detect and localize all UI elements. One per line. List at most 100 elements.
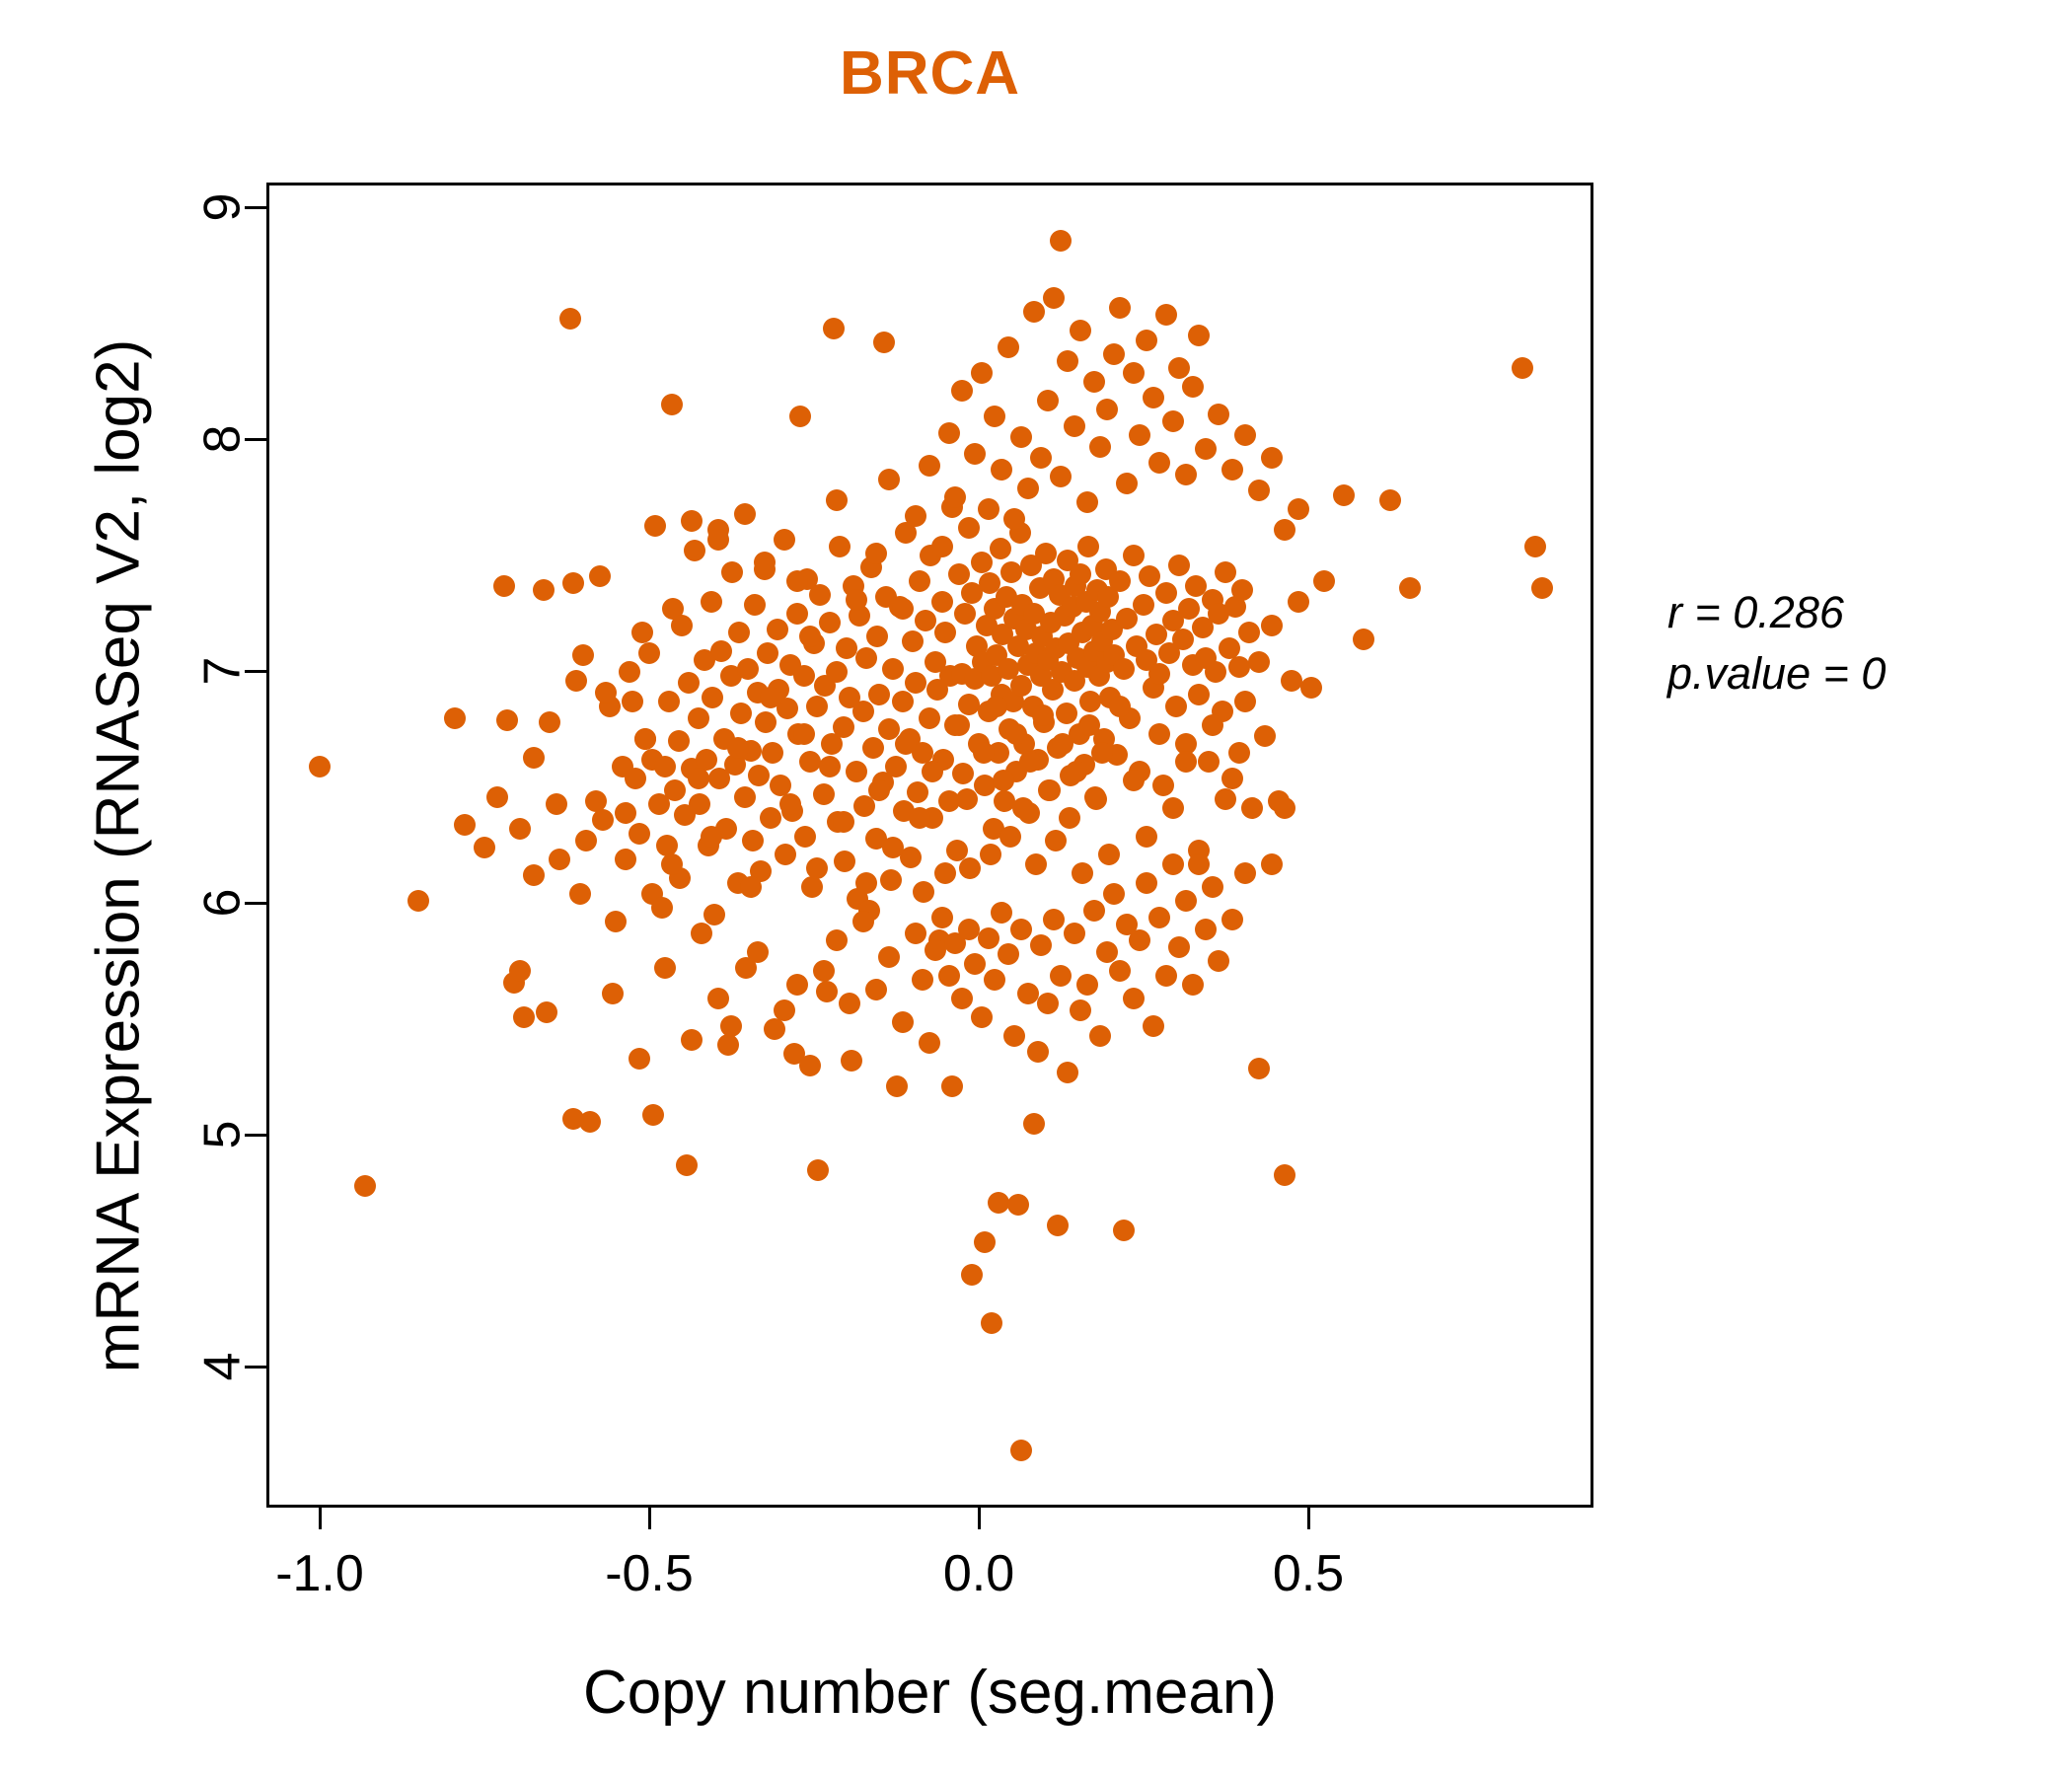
scatter-point — [957, 693, 980, 715]
scatter-point — [879, 869, 902, 892]
scatter-point — [855, 646, 878, 669]
scatter-point — [960, 1263, 983, 1286]
scatter-point — [1046, 1215, 1069, 1237]
scatter-point — [1079, 691, 1102, 713]
scatter-point — [1043, 909, 1066, 931]
scatter-point — [799, 1055, 822, 1077]
scatter-point — [1146, 624, 1168, 646]
scatter-point — [918, 1031, 940, 1054]
scatter-point — [1155, 964, 1178, 987]
scatter-point — [694, 648, 716, 671]
scatter-point — [1097, 586, 1120, 609]
scatter-point — [1195, 438, 1218, 461]
scatter-point — [634, 727, 657, 750]
scatter-point — [1155, 581, 1178, 604]
scatter-point — [1010, 1440, 1033, 1462]
scatter-point — [1142, 387, 1164, 409]
scatter-point — [664, 778, 687, 801]
scatter-point — [1168, 554, 1191, 576]
scatter-point — [1234, 423, 1257, 446]
scatter-point — [1122, 545, 1145, 567]
scatter-point — [905, 672, 927, 695]
scatter-point — [1109, 570, 1132, 592]
scatter-point — [1208, 950, 1230, 973]
scatter-point — [851, 911, 874, 933]
scatter-point — [571, 644, 594, 667]
scatter-point — [937, 421, 960, 444]
scatter-point — [1142, 1015, 1164, 1038]
scatter-point — [730, 702, 753, 724]
scatter-point — [601, 983, 624, 1005]
scatter-point — [1205, 660, 1227, 683]
scatter-point — [812, 783, 835, 806]
scatter-point — [997, 658, 1019, 681]
scatter-point — [1012, 797, 1035, 820]
scatter-point — [637, 641, 660, 664]
scatter-point — [736, 658, 759, 681]
scatter-point — [1280, 670, 1302, 693]
scatter-point — [741, 830, 764, 852]
scatter-point — [1274, 1163, 1296, 1186]
x-axis-label: Copy number (seg.mean) — [583, 1659, 1277, 1727]
scatter-point — [977, 926, 999, 949]
scatter-point — [453, 813, 476, 836]
scatter-point — [661, 394, 684, 416]
scatter-point — [930, 535, 953, 557]
scatter-point — [558, 308, 581, 331]
scatter-point — [443, 706, 466, 729]
scatter-point — [930, 906, 953, 928]
scatter-point — [1045, 830, 1068, 852]
scatter-point — [940, 1075, 963, 1098]
scatter-point — [905, 505, 927, 528]
scatter-point — [991, 902, 1013, 925]
scatter-point — [974, 1230, 997, 1253]
scatter-point — [1161, 797, 1184, 820]
scatter-point — [1016, 478, 1039, 499]
scatter-point — [1178, 598, 1201, 621]
scatter-point — [981, 1312, 1003, 1334]
scatter-point — [1168, 936, 1191, 959]
scatter-point — [812, 959, 835, 982]
scatter-point — [915, 609, 937, 631]
scatter-point — [1215, 560, 1237, 583]
scatter-point — [1023, 602, 1046, 625]
scatter-point — [720, 1015, 743, 1038]
scatter-point — [964, 667, 987, 690]
scatter-point — [934, 862, 957, 885]
scatter-point — [761, 741, 783, 764]
scatter-point — [861, 737, 884, 760]
scatter-point — [1005, 723, 1028, 746]
scatter-point — [647, 792, 670, 815]
scatter-point — [908, 806, 930, 829]
scatter-point — [865, 542, 888, 564]
scatter-point — [522, 864, 545, 887]
scatter-point — [957, 516, 980, 539]
scatter-point — [1102, 883, 1125, 906]
scatter-point — [1188, 324, 1211, 346]
scatter-point — [716, 1034, 739, 1056]
scatter-point — [1237, 621, 1260, 643]
scatter-point — [829, 535, 851, 557]
scatter-point — [945, 839, 968, 861]
scatter-point — [820, 732, 843, 755]
x-tick-label: -0.5 — [605, 1545, 694, 1602]
scatter-point — [1109, 695, 1132, 717]
scatter-point — [1188, 852, 1211, 875]
scatter-point — [971, 1005, 993, 1028]
x-tick-label: -1.0 — [275, 1545, 364, 1602]
scatter-point — [1148, 452, 1171, 475]
scatter-point — [826, 488, 849, 511]
scatter-point — [1036, 992, 1059, 1014]
scatter-point — [1155, 303, 1178, 326]
scatter-point — [733, 785, 756, 808]
scatter-point — [1247, 1057, 1270, 1079]
scatter-point — [615, 849, 637, 870]
scatter-point — [1109, 959, 1132, 982]
scatter-point — [1161, 409, 1184, 432]
scatter-point — [605, 911, 628, 933]
scatter-point — [522, 746, 545, 769]
scatter-point — [809, 584, 832, 607]
scatter-point — [1234, 691, 1257, 713]
scatter-point — [1056, 349, 1078, 372]
scatter-point — [834, 851, 856, 873]
